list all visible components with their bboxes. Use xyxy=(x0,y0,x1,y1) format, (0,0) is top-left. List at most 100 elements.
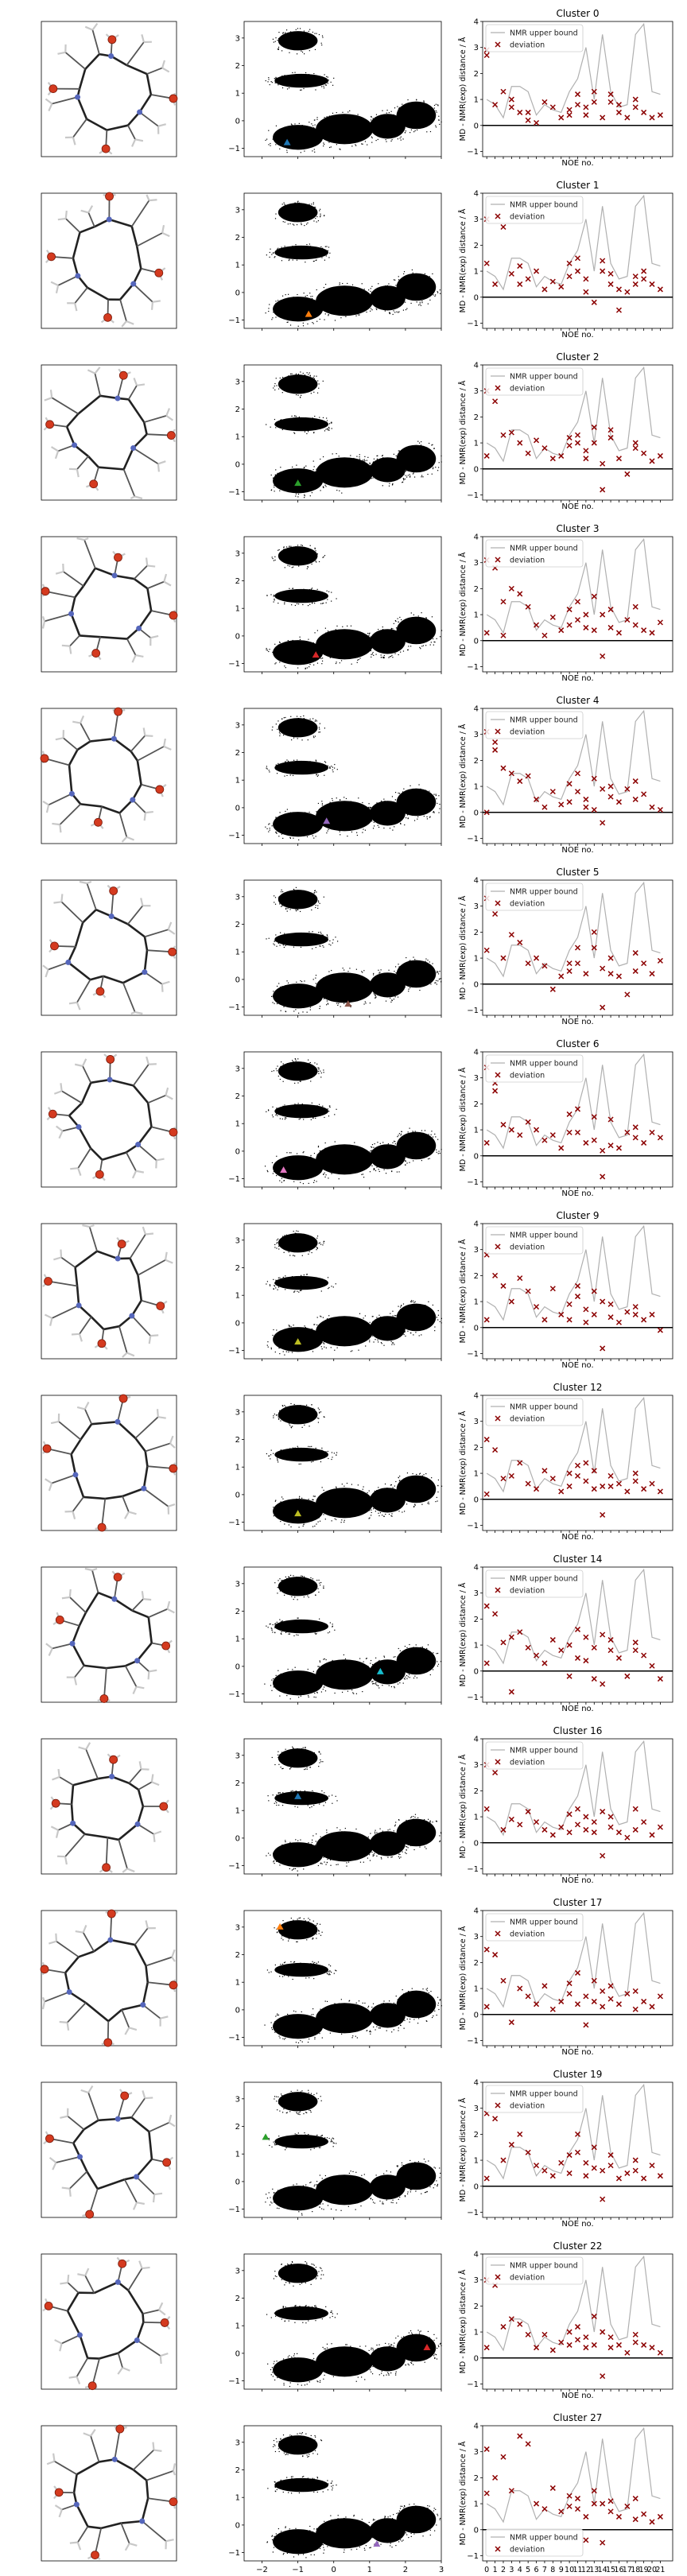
noe-panel: Cluster 5 −1 0 1 2 3 4 MD - NMR(exp) distance /… xyxy=(458,867,673,1026)
deviation-point xyxy=(483,452,490,459)
deviation-point xyxy=(624,1309,631,1315)
deviation-point xyxy=(566,1470,572,1476)
noe-x-tick-label: 18 xyxy=(631,2566,640,2574)
scatter-density xyxy=(266,544,443,669)
deviation-point xyxy=(534,622,540,628)
deviation-series xyxy=(483,1251,663,1352)
molecule-frame xyxy=(41,2081,177,2218)
deviation-point xyxy=(525,960,531,967)
legend-cross-swatch xyxy=(495,385,501,391)
density-region xyxy=(274,417,328,432)
noe-y-axis-label: MD - NMR(exp) distance / Å xyxy=(458,1067,468,1171)
density-region xyxy=(278,1405,318,1425)
noe-panel: Cluster 2 −1 0 1 2 3 4 MD - NMR(exp) distance /… xyxy=(458,351,673,511)
deviation-point xyxy=(607,2152,614,2159)
deviation-point xyxy=(566,2503,572,2509)
landscape-x-tick-label: 0 xyxy=(332,2566,336,2574)
deviation-point xyxy=(607,1637,614,1643)
deviation-point xyxy=(492,1272,499,1278)
density-region xyxy=(369,114,406,139)
deviation-point xyxy=(632,104,638,111)
deviation-point xyxy=(649,804,655,810)
noe-y-tick-label: 1 xyxy=(474,1985,479,1994)
deviation-point xyxy=(483,2175,490,2182)
noe-y-tick-label: 3 xyxy=(474,44,479,52)
deviation-point xyxy=(525,1809,531,1815)
deviation-point xyxy=(649,2163,655,2169)
landscape-y-tick-label: 0 xyxy=(235,804,240,813)
deviation-point xyxy=(632,950,638,956)
deviation-point xyxy=(500,632,507,638)
deviation-point xyxy=(632,2496,638,2502)
deviation-point xyxy=(566,260,572,266)
noe-x-tick-label: 0 xyxy=(484,2566,489,2574)
landscape-y-tick-label: 0 xyxy=(235,1147,240,1156)
landscape-y-tick-label: −1 xyxy=(228,1347,240,1356)
landscape-y-tick-label: 2 xyxy=(235,2466,240,2475)
noe-y-tick-label: 3 xyxy=(474,559,479,568)
molecule-panel xyxy=(41,1394,178,1532)
density-region xyxy=(273,983,324,1009)
noe-y-axis-label: MD - NMR(exp) distance / Å xyxy=(458,552,468,656)
deviation-point xyxy=(500,1977,507,1984)
noe-y-tick-label: 1 xyxy=(474,1814,479,1822)
deviation-point xyxy=(534,437,540,444)
landscape-y-tick-label: 1 xyxy=(235,90,240,99)
noe-y-tick-label: −1 xyxy=(467,320,479,328)
noe-y-axis-label: MD - NMR(exp) distance / Å xyxy=(458,1582,468,1686)
noe-y-tick-label: 0 xyxy=(474,809,479,817)
landscape-y-tick-label: 0 xyxy=(235,460,240,469)
deviation-point xyxy=(525,1644,531,1651)
deviation-point xyxy=(600,2196,606,2202)
density-region xyxy=(396,960,437,988)
deviation-point xyxy=(607,1143,614,1149)
deviation-point xyxy=(534,2500,540,2507)
deviation-point xyxy=(607,624,614,630)
deviation-point xyxy=(549,2347,556,2353)
cluster-marker xyxy=(283,138,291,145)
density-region xyxy=(316,1831,374,1862)
deviation-point xyxy=(574,432,581,438)
deviation-series xyxy=(483,2433,663,2546)
landscape-y-tick-label: −1 xyxy=(228,1690,240,1699)
noe-x-tick-label: 10 xyxy=(565,2566,574,2574)
density-region xyxy=(274,1104,328,1119)
deviation-point xyxy=(591,2500,597,2507)
noe-y-tick-label: −1 xyxy=(467,148,479,157)
density-region xyxy=(274,2477,328,2493)
deviation-point xyxy=(607,793,614,800)
deviation-point xyxy=(541,1983,548,1989)
noe-title: Cluster 22 xyxy=(553,2240,603,2252)
deviation-point xyxy=(632,603,638,610)
legend-label: NMR upper bound xyxy=(510,1747,578,1755)
deviation-point xyxy=(657,1993,663,2000)
deviation-point xyxy=(624,1673,631,1679)
density-region xyxy=(316,1659,374,1690)
deviation-point xyxy=(566,442,572,448)
noe-y-tick-label: 2 xyxy=(474,2131,479,2140)
deviation-point xyxy=(508,585,514,592)
deviation-point xyxy=(517,939,523,945)
upper-bound-line xyxy=(486,2255,661,2352)
legend-box xyxy=(485,539,584,568)
deviation-point xyxy=(500,765,507,771)
noe-y-tick-label: −1 xyxy=(467,2209,479,2217)
molecule-frame xyxy=(41,1223,177,1360)
deviation-point xyxy=(600,1988,606,1994)
noe-y-tick-label: 1 xyxy=(474,783,479,792)
deviation-point xyxy=(558,973,565,980)
deviation-point xyxy=(574,599,581,605)
deviation-point xyxy=(549,614,556,620)
legend-box xyxy=(485,1054,584,1083)
noe-y-tick-label: 3 xyxy=(474,2105,479,2113)
deviation-point xyxy=(508,1298,514,1305)
deviation-point xyxy=(607,1814,614,1820)
deviation-point xyxy=(500,1826,507,1833)
landscape-y-tick-label: −1 xyxy=(228,1003,240,1012)
deviation-point xyxy=(632,96,638,103)
deviation-point xyxy=(583,104,589,111)
deviation-point xyxy=(600,487,606,493)
deviation-point xyxy=(508,1127,514,1133)
density-region xyxy=(274,73,328,88)
noe-y-tick-label: 2 xyxy=(474,1959,479,1968)
